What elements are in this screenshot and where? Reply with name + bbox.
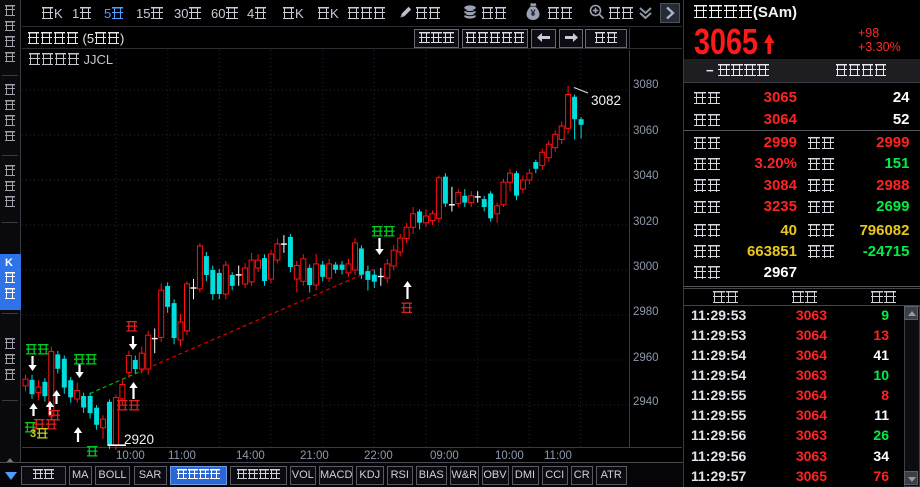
svg-text:¥: ¥ — [530, 8, 535, 18]
svg-text:2920: 2920 — [124, 432, 154, 447]
svg-text:3082: 3082 — [591, 93, 621, 108]
svg-text:3: 3 — [30, 428, 36, 440]
